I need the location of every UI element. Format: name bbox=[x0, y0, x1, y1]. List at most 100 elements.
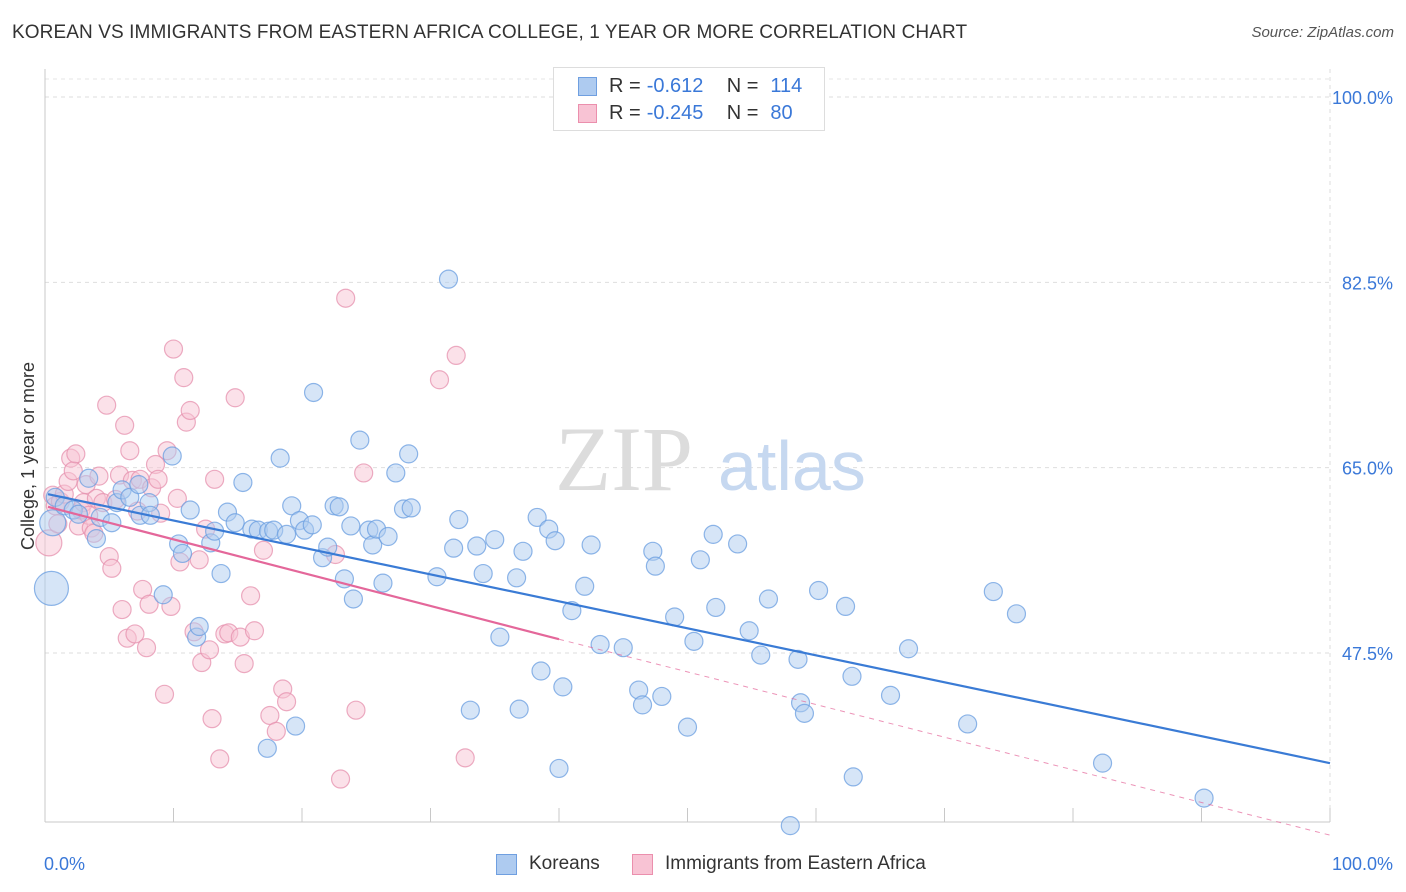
data-point-immigrants bbox=[167, 488, 187, 508]
data-point-koreans bbox=[545, 531, 565, 551]
data-point-koreans bbox=[386, 463, 406, 483]
data-point-immigrants bbox=[354, 463, 374, 483]
legend-n-value: 114 bbox=[770, 74, 803, 97]
data-point-koreans bbox=[329, 497, 349, 517]
data-point-immigrants bbox=[336, 288, 356, 308]
data-point-immigrants bbox=[174, 368, 194, 388]
data-point-koreans bbox=[842, 666, 862, 686]
data-point-koreans bbox=[808, 580, 829, 601]
watermark-zip: ZIP bbox=[555, 408, 693, 510]
x-tick-label: 0.0% bbox=[44, 854, 85, 874]
data-point-koreans bbox=[983, 581, 1003, 602]
data-point-koreans bbox=[180, 500, 200, 520]
data-point-koreans bbox=[513, 541, 533, 561]
data-point-koreans bbox=[467, 536, 487, 556]
data-point-immigrants bbox=[266, 721, 286, 741]
y-tick-label: 82.5% bbox=[1342, 273, 1393, 293]
data-point-immigrants bbox=[189, 550, 209, 570]
data-point-koreans bbox=[780, 816, 800, 836]
data-point-immigrants bbox=[102, 558, 122, 578]
data-point-koreans bbox=[399, 444, 419, 464]
data-point-koreans bbox=[553, 677, 573, 697]
data-point-koreans bbox=[1006, 604, 1027, 624]
data-point-immigrants bbox=[112, 599, 132, 620]
data-point-koreans bbox=[285, 716, 306, 736]
data-point-immigrants bbox=[205, 469, 225, 489]
data-point-koreans bbox=[1092, 753, 1113, 773]
data-point-koreans bbox=[706, 597, 726, 618]
data-point-koreans bbox=[590, 634, 610, 655]
data-point-koreans bbox=[373, 573, 393, 593]
data-point-immigrants bbox=[241, 586, 261, 606]
data-point-immigrants bbox=[210, 749, 230, 769]
data-point-immigrants bbox=[148, 469, 168, 489]
data-point-koreans bbox=[444, 538, 464, 558]
series-koreans-points bbox=[33, 269, 1214, 836]
legend-row-koreans: R = -0.612 N = 114 bbox=[578, 74, 802, 98]
data-point-koreans bbox=[562, 601, 582, 621]
legend-item-immigrants: Immigrants from Eastern Africa bbox=[632, 852, 926, 876]
trendline-koreans bbox=[47, 493, 1331, 765]
data-point-koreans bbox=[129, 475, 149, 495]
legend-n-value: 80 bbox=[770, 101, 793, 124]
data-point-immigrants bbox=[276, 692, 297, 712]
data-point-immigrants bbox=[225, 388, 245, 408]
data-point-koreans bbox=[282, 496, 302, 516]
data-point-koreans bbox=[1194, 788, 1214, 808]
y-tick-label: 100.0% bbox=[1332, 88, 1393, 108]
data-point-koreans bbox=[645, 556, 665, 576]
data-point-koreans bbox=[794, 703, 815, 723]
data-point-koreans bbox=[460, 700, 480, 720]
data-point-koreans bbox=[581, 535, 601, 555]
data-point-koreans bbox=[343, 589, 363, 609]
data-point-koreans bbox=[302, 515, 322, 535]
data-point-immigrants bbox=[455, 748, 475, 768]
data-point-koreans bbox=[39, 509, 67, 537]
data-point-koreans bbox=[211, 563, 231, 584]
data-point-koreans bbox=[270, 448, 290, 468]
data-point-koreans bbox=[531, 661, 551, 681]
data-point-koreans bbox=[652, 686, 672, 707]
data-point-koreans bbox=[172, 543, 193, 564]
data-point-koreans bbox=[703, 524, 723, 544]
data-point-koreans bbox=[350, 430, 370, 450]
data-point-koreans bbox=[880, 685, 901, 705]
data-point-immigrants bbox=[234, 653, 254, 674]
legend-item-koreans: Koreans bbox=[496, 852, 600, 876]
data-point-koreans bbox=[690, 550, 710, 570]
y-tick-label: 47.5% bbox=[1342, 644, 1393, 664]
data-point-koreans bbox=[473, 563, 493, 584]
data-point-immigrants bbox=[330, 769, 351, 789]
legend-swatch-koreans bbox=[578, 76, 597, 96]
data-point-immigrants bbox=[115, 415, 135, 435]
data-point-koreans bbox=[276, 524, 297, 544]
data-point-koreans bbox=[79, 468, 99, 488]
trendline-immigrants bbox=[47, 505, 560, 641]
tick-labels: 47.5% 65.0% 82.5% 100.0% 0.0% 100.0% bbox=[44, 88, 1393, 874]
legend-label-koreans: Koreans bbox=[529, 853, 600, 874]
x-tick-label: 100.0% bbox=[1332, 854, 1393, 874]
data-point-koreans bbox=[728, 534, 748, 554]
data-point-koreans bbox=[677, 717, 698, 737]
data-point-koreans bbox=[527, 507, 547, 528]
legend-n-label: N = bbox=[726, 101, 759, 124]
trendline-immigrants-extrapolated bbox=[558, 638, 1331, 836]
source-credit: Source: ZipAtlas.com bbox=[1251, 24, 1394, 41]
stats-legend: R = -0.612 N = 114 R = -0.245 N = 80 bbox=[553, 67, 825, 131]
data-point-koreans bbox=[153, 585, 173, 605]
data-point-koreans bbox=[898, 639, 919, 659]
legend-r-label: R = bbox=[609, 74, 641, 97]
chart-title: KOREAN VS IMMIGRANTS FROM EASTERN AFRICA… bbox=[12, 22, 968, 43]
data-point-koreans bbox=[684, 631, 704, 651]
legend-label-immigrants: Immigrants from Eastern Africa bbox=[665, 853, 926, 874]
data-point-koreans bbox=[835, 596, 856, 617]
y-axis-label: College, 1 year or more bbox=[18, 362, 38, 550]
y-tick-label: 65.0% bbox=[1342, 459, 1393, 479]
data-point-koreans bbox=[162, 446, 182, 466]
data-point-immigrants bbox=[120, 441, 140, 461]
data-point-koreans bbox=[33, 570, 70, 606]
data-point-koreans bbox=[788, 649, 808, 669]
data-point-immigrants bbox=[125, 624, 145, 644]
data-point-immigrants bbox=[199, 640, 220, 660]
